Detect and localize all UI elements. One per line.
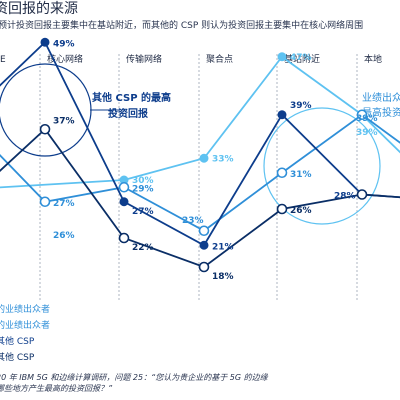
value-label-s1-4: 47% [290, 53, 312, 63]
value-label-s2-4: 31% [290, 170, 312, 180]
value-label-s3-4: 39% [290, 101, 312, 111]
legend-item-4: 其他 CSP [0, 350, 50, 366]
category-label-2: 传输网络 [126, 53, 162, 65]
legend-item-3: 其他 CSP [0, 334, 50, 350]
category-label-4: 基站附近 [284, 53, 320, 65]
marker-s3-2 [119, 197, 129, 207]
value-label-s4-3: 18% [212, 272, 234, 282]
callout-right-line1: 业绩出众 [362, 91, 400, 104]
series-line-1 [0, 55, 400, 189]
legend-item-2: 的业绩出众者 [0, 318, 50, 334]
value-label-s2-2: 29% [132, 184, 154, 194]
marker-s4-3 [198, 261, 210, 273]
value-label-s3-2: 27% [132, 207, 154, 217]
value-label-s4-4: 26% [290, 206, 312, 216]
source-note: 20 年 IBM 5G 和边缘计算调研，问题 25：“您认为贵企业的基于 5G … [0, 372, 268, 394]
chart-subtitle: 预计投资回报主要集中在基站附近，而其他的 CSP 则认为投资回报主要集中在核心网… [0, 21, 364, 31]
marker-s2-2 [118, 181, 130, 193]
extra-label-0: 26% [53, 231, 75, 241]
legend-label-1: 的业绩出众者 [0, 305, 51, 315]
legend: 的业绩出众者 的业绩出众者 其他 CSP 其他 CSP [0, 302, 50, 366]
marker-s2-5 [356, 109, 368, 121]
category-label-5: 本地 [364, 53, 382, 65]
marker-s3-4 [277, 110, 287, 120]
value-label-s3-3: 21% [212, 242, 234, 252]
source-line-2: 哪些地方产生最高的投资回报？” [0, 384, 113, 393]
callout-right-line2: 最高投资 [362, 106, 400, 119]
legend-label-3: 其他 CSP [0, 337, 35, 347]
marker-s2-1 [39, 196, 51, 208]
marker-s4-2 [118, 232, 130, 244]
value-label-s1-3: 33% [212, 154, 234, 164]
value-label-s3-5: 28% [334, 192, 356, 202]
marker-s4-5 [356, 189, 368, 200]
marker-s4-1 [39, 123, 51, 135]
legend-label-2: 的业绩出众者 [0, 321, 51, 331]
marker-s3-3 [199, 240, 209, 250]
value-label-s4-2: 22% [132, 243, 154, 253]
marker-s2-3 [198, 225, 210, 237]
callout-circle-right [263, 107, 381, 225]
callout-circle-left [0, 63, 92, 157]
marker-s4-4 [276, 203, 288, 215]
value-label-s1-5: 39% [356, 128, 378, 138]
chart-title: 资回报的来源 [0, 1, 78, 17]
source-line-1: 20 年 IBM 5G 和边缘计算调研，问题 25：“您认为贵企业的基于 5G … [0, 373, 268, 382]
value-label-s2-5: 39% [356, 114, 378, 124]
value-label-s1-2: 30% [132, 176, 154, 186]
category-label-0: E [0, 55, 6, 65]
value-label-s4-1: 37% [53, 116, 75, 126]
category-label-1: 核心网络 [47, 53, 83, 65]
marker-s1-2 [119, 175, 129, 185]
marker-s1-3 [199, 153, 209, 163]
category-label-3: 聚合点 [206, 53, 233, 65]
value-label-s2-1: 27% [53, 199, 75, 209]
value-label-s2-3: 23% [182, 216, 204, 226]
marker-s3-1 [40, 37, 50, 47]
marker-s2-4 [276, 167, 288, 179]
value-label-s3-1: 49% [53, 39, 75, 49]
callout-left-line1: 其他 CSP 的最高 [92, 91, 171, 104]
callout-left-line2: 投资回报 [108, 107, 148, 120]
legend-item-1: 的业绩出众者 [0, 302, 50, 318]
marker-s1-4 [277, 52, 287, 62]
legend-label-4: 其他 CSP [0, 353, 35, 363]
